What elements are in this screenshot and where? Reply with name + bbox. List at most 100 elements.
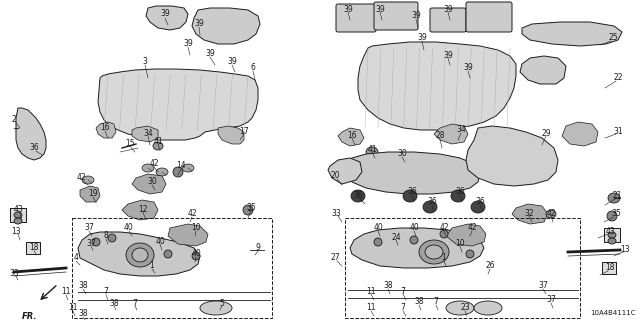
Text: 42: 42 (149, 159, 159, 169)
Text: 41: 41 (153, 137, 163, 146)
Ellipse shape (471, 201, 485, 213)
Text: 1: 1 (150, 261, 154, 270)
Text: 26: 26 (485, 261, 495, 270)
Ellipse shape (243, 205, 253, 215)
Text: 38: 38 (78, 282, 88, 291)
Text: 37: 37 (86, 238, 96, 247)
Text: 39: 39 (417, 34, 427, 43)
Text: 30: 30 (147, 178, 157, 187)
Text: 33: 33 (331, 209, 341, 218)
Text: 7: 7 (104, 287, 108, 297)
Text: 11: 11 (366, 286, 376, 295)
Polygon shape (522, 22, 622, 46)
Ellipse shape (351, 190, 365, 202)
Polygon shape (192, 8, 260, 44)
Polygon shape (512, 204, 548, 224)
Polygon shape (466, 126, 558, 186)
Text: 10A4B4111C: 10A4B4111C (591, 310, 636, 316)
Text: 7: 7 (401, 286, 405, 295)
Text: 36: 36 (353, 191, 363, 201)
Polygon shape (446, 224, 486, 246)
Text: 39: 39 (463, 63, 473, 73)
Text: 34: 34 (456, 125, 466, 134)
Text: 36: 36 (427, 197, 437, 206)
Ellipse shape (466, 250, 474, 258)
Text: 34: 34 (143, 129, 153, 138)
Text: 3: 3 (143, 58, 147, 67)
Text: 33: 33 (9, 268, 19, 277)
Text: 38: 38 (78, 309, 88, 318)
Ellipse shape (164, 250, 172, 258)
Text: 38: 38 (383, 282, 393, 291)
Text: 27: 27 (330, 253, 340, 262)
FancyBboxPatch shape (374, 2, 418, 30)
Ellipse shape (403, 190, 417, 202)
Ellipse shape (546, 210, 556, 218)
Text: 15: 15 (125, 139, 135, 148)
Text: 18: 18 (29, 243, 39, 252)
Text: 11: 11 (61, 287, 71, 297)
Polygon shape (132, 126, 158, 142)
Polygon shape (146, 6, 188, 30)
Text: 20: 20 (330, 172, 340, 180)
Polygon shape (98, 69, 258, 140)
Polygon shape (122, 200, 158, 220)
Ellipse shape (132, 248, 148, 262)
Ellipse shape (108, 234, 116, 242)
Text: 38: 38 (109, 299, 119, 308)
Text: 42: 42 (187, 210, 197, 219)
Text: 35: 35 (246, 204, 256, 212)
Text: 19: 19 (88, 189, 98, 198)
Text: 24: 24 (391, 233, 401, 242)
Polygon shape (80, 186, 100, 202)
Text: 31: 31 (613, 126, 623, 135)
Text: 43: 43 (13, 205, 23, 214)
Text: 39: 39 (205, 49, 215, 58)
Ellipse shape (423, 201, 437, 213)
Text: 17: 17 (239, 126, 249, 135)
Bar (604, 228, 620, 242)
Bar (72, 218, 272, 318)
Ellipse shape (410, 236, 418, 244)
Text: 29: 29 (541, 129, 551, 138)
Text: 39: 39 (443, 4, 453, 13)
Text: FR.: FR. (22, 312, 38, 320)
Ellipse shape (153, 142, 163, 150)
Polygon shape (338, 128, 364, 146)
Polygon shape (344, 152, 480, 194)
Text: 40: 40 (409, 223, 419, 233)
Text: 40: 40 (124, 223, 134, 233)
Text: 7: 7 (433, 298, 438, 307)
Ellipse shape (14, 218, 22, 224)
Polygon shape (96, 122, 116, 138)
Text: 39: 39 (343, 4, 353, 13)
Polygon shape (16, 108, 46, 160)
Text: 37: 37 (84, 223, 94, 233)
FancyBboxPatch shape (430, 8, 466, 32)
Text: 11: 11 (366, 303, 376, 313)
FancyBboxPatch shape (336, 4, 376, 32)
Text: 39: 39 (183, 38, 193, 47)
Text: 16: 16 (347, 131, 357, 140)
Ellipse shape (173, 167, 183, 177)
Text: 16: 16 (100, 124, 110, 132)
Text: 7: 7 (132, 299, 138, 308)
Polygon shape (520, 56, 566, 84)
Text: 36: 36 (29, 143, 39, 153)
Polygon shape (350, 228, 484, 268)
Bar (26, 242, 40, 254)
Text: 10: 10 (191, 223, 201, 233)
Text: 13: 13 (620, 244, 630, 253)
Text: 14: 14 (176, 162, 186, 171)
Ellipse shape (182, 164, 194, 172)
Ellipse shape (419, 240, 449, 264)
Polygon shape (328, 158, 362, 184)
Text: 10: 10 (455, 238, 465, 247)
Polygon shape (78, 232, 200, 276)
Ellipse shape (451, 190, 465, 202)
Text: 5: 5 (220, 299, 225, 308)
Text: 40: 40 (155, 236, 165, 245)
Text: 40: 40 (373, 223, 383, 233)
Text: 18: 18 (605, 263, 615, 273)
Text: 35: 35 (611, 210, 621, 219)
